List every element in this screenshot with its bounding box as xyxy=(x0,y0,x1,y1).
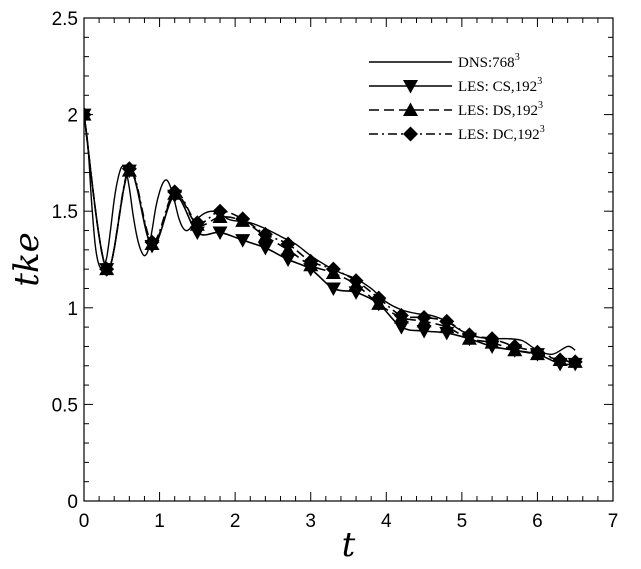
data-point xyxy=(416,309,432,325)
legend-label: LES: DC,1923 xyxy=(458,124,545,143)
y-tick-label: 2 xyxy=(67,106,78,127)
y-tick-label: 0.5 xyxy=(52,395,78,416)
legend-entry: DNS:7683 xyxy=(369,52,520,71)
legend-entry: LES: DC,1923 xyxy=(369,124,545,143)
legend-label: DNS:7683 xyxy=(458,52,520,71)
y-tick-label: 1 xyxy=(67,299,78,320)
data-point xyxy=(212,226,228,240)
data-point xyxy=(99,261,115,277)
data-point xyxy=(461,327,477,343)
data-point xyxy=(529,344,545,360)
y-tick-label: 2.5 xyxy=(52,9,78,30)
data-point xyxy=(484,331,500,347)
data-point xyxy=(280,236,296,252)
data-point xyxy=(257,226,273,242)
data-point xyxy=(325,282,341,296)
data-point xyxy=(416,324,432,339)
legend-label: LES: CS,1923 xyxy=(458,76,542,95)
x-tick-label: 3 xyxy=(305,511,316,532)
data-point xyxy=(235,211,251,227)
data-point xyxy=(325,261,341,277)
data-point xyxy=(257,241,273,256)
data-point xyxy=(393,308,409,324)
data-point xyxy=(403,102,418,116)
x-tick-label: 7 xyxy=(608,511,619,532)
data-point xyxy=(552,352,568,368)
legend-label-sup: 3 xyxy=(538,100,543,111)
data-point xyxy=(507,338,523,354)
data-point xyxy=(393,321,409,335)
data-point xyxy=(144,234,160,250)
data-point xyxy=(439,313,455,329)
data-point xyxy=(280,253,296,267)
legend: DNS:7683 LES: CS,1923 LES: DS,1923 LES: DC,… xyxy=(369,52,545,143)
data-point xyxy=(403,126,418,142)
series-4 xyxy=(84,107,583,370)
series-line xyxy=(84,114,576,363)
legend-label-sup: 3 xyxy=(540,124,545,135)
x-tick-label: 6 xyxy=(532,511,543,532)
axes: 0 1 2 3 4 5 6 7 0 0.5 1 1.5 2 2.5 xyxy=(52,9,619,532)
legend-entry: LES: DS,1923 xyxy=(369,100,543,119)
legend-label: LES: DS,1923 xyxy=(458,100,543,119)
data-point xyxy=(189,215,205,231)
data-point xyxy=(403,80,418,94)
plot-area xyxy=(84,107,583,372)
data-point xyxy=(371,290,387,306)
data-point xyxy=(121,161,137,177)
data-point xyxy=(348,273,364,289)
y-tick-label: 1.5 xyxy=(52,202,78,223)
series-line xyxy=(84,114,576,363)
x-tick-label: 0 xyxy=(79,511,90,532)
legend-label-sup: 3 xyxy=(537,76,542,87)
data-point xyxy=(567,354,583,370)
plot-frame xyxy=(83,17,614,502)
legend-label-sup: 3 xyxy=(515,52,520,63)
x-tick-label: 5 xyxy=(457,511,468,532)
x-axis-title: t xyxy=(342,525,356,565)
x-tick-label: 4 xyxy=(381,511,392,532)
data-point xyxy=(167,184,183,200)
data-point xyxy=(235,234,251,248)
y-tick-label: 0 xyxy=(67,492,78,513)
y-axis-title: tke xyxy=(7,232,47,286)
x-tick-label: 1 xyxy=(154,511,165,532)
data-point xyxy=(212,203,228,219)
data-point xyxy=(303,253,319,269)
x-tick-label: 2 xyxy=(230,511,241,532)
legend-entry: LES: CS,1923 xyxy=(369,76,542,95)
